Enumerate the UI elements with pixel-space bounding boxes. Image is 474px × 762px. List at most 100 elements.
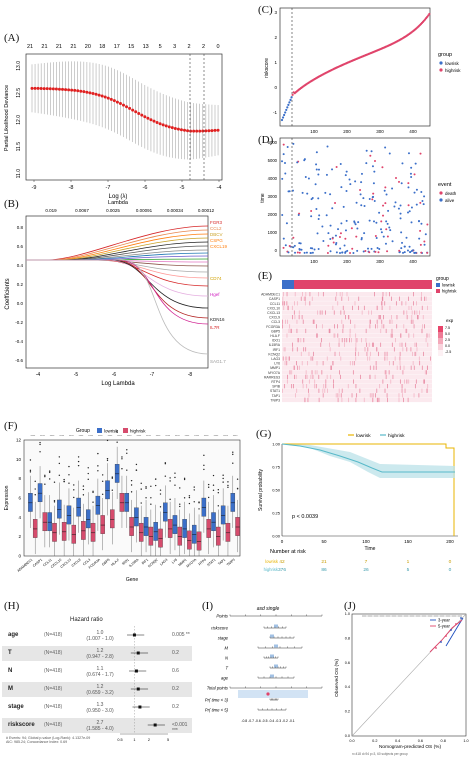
patient-point [368,219,371,222]
heatmap-cell [350,338,352,343]
patient-point [356,227,359,230]
x-tick-label: 0.0 [349,739,354,743]
outlier-point [44,474,46,477]
heatmap-cell [304,301,306,306]
heatmap-row [282,301,432,306]
patient-point [384,202,387,205]
heatmap-cell [376,388,378,393]
gene-label: CCL2 [210,226,222,231]
y-tick-label: 0.4 [17,263,24,268]
panel-f-boxplot: Group lowrisk highrisk 0 2 4 6 8 10 12 Expression G… [4,428,241,583]
cv-point [125,105,129,109]
gene-row-label: FCGR3A [266,325,280,329]
patient-point [386,250,389,253]
heatmap-cell [300,296,302,301]
heatmap-cell [321,338,322,343]
heatmap-cell [302,379,304,384]
x-tick-label: -5 [180,185,185,191]
heatmap-cell [314,319,315,324]
legend-marker [123,428,128,433]
heatmap-row [282,379,432,384]
heatmap-cell [320,342,322,347]
legend-label: highrisk [445,68,461,73]
plot-frame [351,613,467,737]
patient-point [327,232,330,235]
heatmap-cell [369,356,371,361]
patient-point [291,189,294,192]
heatmap-cell [408,305,410,311]
heatmap-cell [294,374,295,380]
heatmap-cell [355,338,357,343]
group-bar-lowrisk [282,280,294,289]
outlier-point [106,439,109,442]
patient-point [317,173,320,176]
cv-point [51,87,55,91]
forest-variable: stage [8,704,24,710]
heatmap-cell [305,292,307,297]
heatmap-cell [382,292,384,297]
heatmap-cell [318,397,320,403]
patient-point [301,191,304,194]
outlier-point [183,477,186,480]
heatmap-cell [399,361,401,366]
heatmap-cell [366,351,368,357]
significance-label: **** [117,434,123,438]
significance-label: **** [69,434,75,438]
gene-row-label: CXCL10 [267,306,280,310]
heatmap-cell [282,356,284,361]
patient-point [397,180,400,183]
heatmap-cell [296,347,298,352]
heatmap-cell [333,361,334,366]
heatmap-cell [386,356,388,361]
patient-point [339,163,342,166]
heatmap-cell [361,338,363,343]
cv-point [179,128,183,132]
patient-point [314,183,317,186]
cv-point [91,91,95,95]
gene-row-label: GBP5 [271,329,280,333]
heatmap-cell [335,393,337,398]
outlier-point [169,477,171,479]
outlier-point [101,480,104,482]
patient-point [398,251,401,254]
heatmap-cell [328,328,330,334]
heatmap-cell [340,393,342,398]
patient-point [329,224,332,227]
y-tick-label: 0.2 [345,710,350,714]
legend-label: highrisk [388,433,405,439]
patient-point [334,234,337,237]
outlier-point [101,474,104,476]
outlier-point [174,484,176,486]
patient-point [355,235,358,238]
patient-point [426,251,429,254]
box [47,512,52,532]
outlier-point [121,456,123,458]
significance-label: **** [40,434,46,438]
heatmap-row [282,319,432,324]
heatmap-cell [413,351,415,357]
top-tick-label: 21 [70,44,76,50]
heatmap-cell [287,356,289,361]
patient-point [424,233,427,236]
x-tick-label: 400 [409,259,417,264]
heatmap-cell [396,315,398,320]
heatmap-cell [333,384,334,389]
p-value-label: p < 0.0039 [292,514,318,520]
outlier-point [159,506,162,508]
y-tick-label: 0 [275,248,278,253]
gene-label: IL7R [210,325,220,330]
heatmap-cell [352,361,353,366]
heatmap-cell [408,296,409,301]
heatmap-cell [355,342,357,347]
outlier-point [159,489,162,491]
heatmap-cell [396,324,398,329]
significance-label: **** [194,434,200,438]
legend-title: Group [76,428,90,434]
box [110,509,115,529]
forest-n: (N=418) [44,632,63,638]
box [187,530,192,550]
forest-p: <0.001 *** [172,722,188,734]
patient-point [420,222,423,225]
heatmap-cell [311,356,313,361]
patient-point [346,249,349,252]
